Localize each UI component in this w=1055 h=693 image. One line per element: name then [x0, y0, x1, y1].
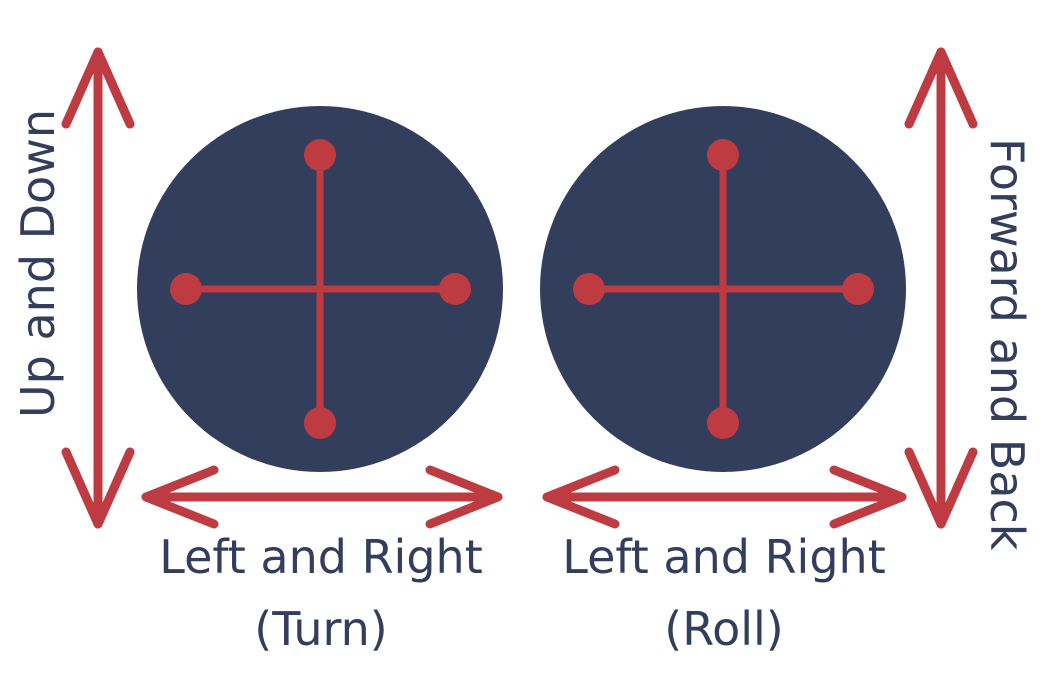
- left-stick-bottom-dot: [304, 407, 336, 439]
- left-right-turn-double-arrow: [141, 465, 503, 529]
- left-stick-right-dot: [439, 273, 471, 305]
- left-right-roll-double-arrow: [542, 465, 907, 529]
- right-stick-bottom-dot: [707, 407, 739, 439]
- right-joystick: [540, 106, 906, 472]
- left-stick-top-dot: [304, 139, 336, 171]
- left-stick-left-dot: [170, 273, 202, 305]
- forward-back-double-arrow: [904, 47, 978, 529]
- left-joystick: [137, 106, 503, 472]
- right-stick-right-dot: [842, 273, 874, 305]
- up-down-double-arrow: [61, 47, 135, 529]
- right-stick-left-dot: [573, 273, 605, 305]
- right-stick-top-dot: [707, 139, 739, 171]
